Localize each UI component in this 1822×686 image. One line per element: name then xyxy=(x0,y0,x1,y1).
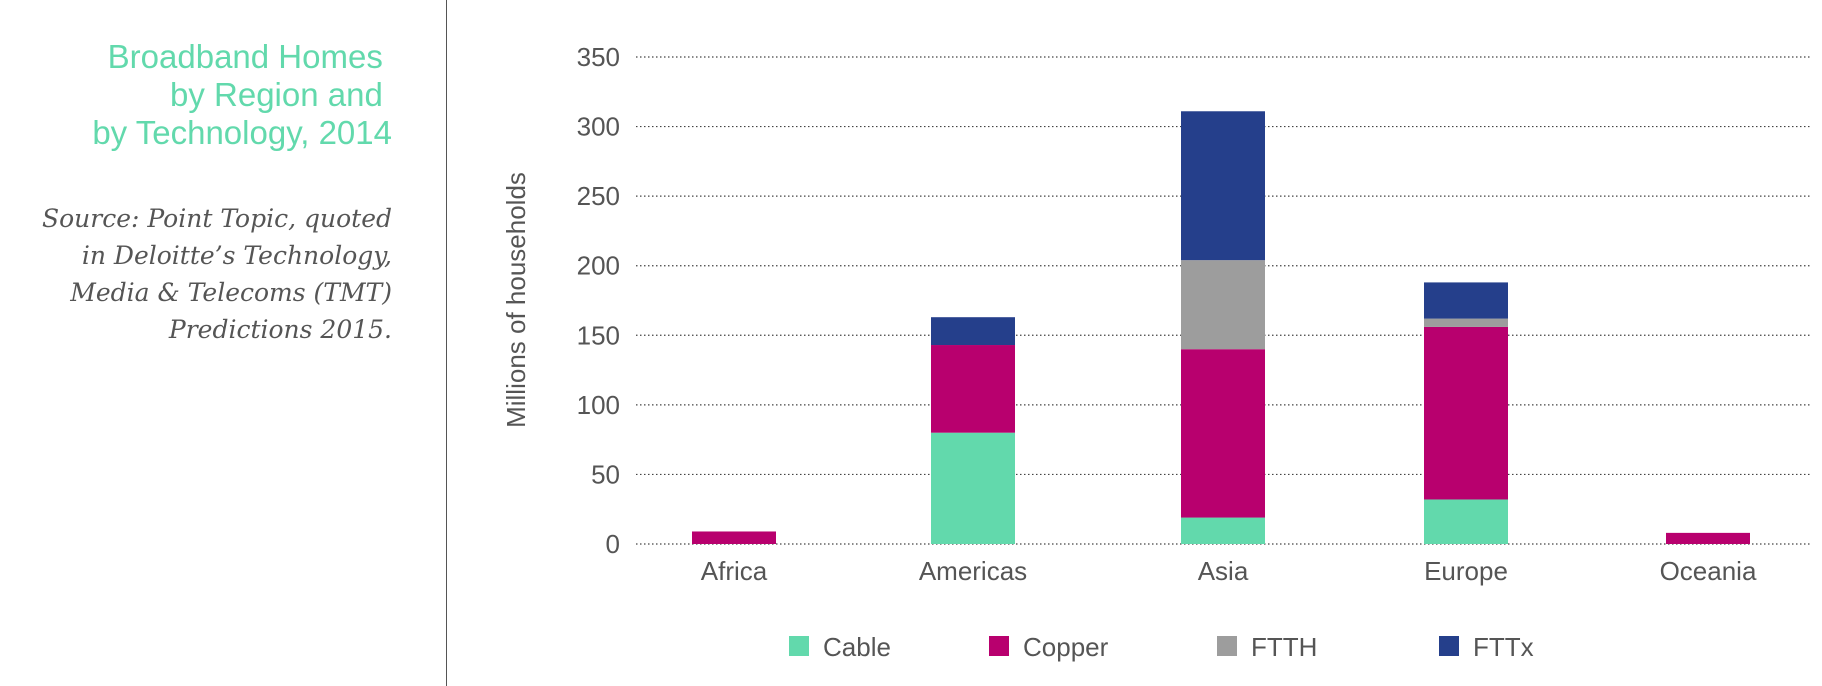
x-tick-label: Africa xyxy=(701,556,768,586)
legend-swatch xyxy=(789,636,809,656)
x-tick-label: Oceania xyxy=(1660,556,1757,586)
chart-title-line: by Technology, 2014 xyxy=(92,114,392,151)
legend-label: Cable xyxy=(823,632,891,662)
source-line: in Deloitte’s Technology, xyxy=(81,241,392,270)
bar-segment-europe-copper xyxy=(1424,326,1508,500)
chart-title-line: by Region and xyxy=(170,76,392,113)
y-tick-label: 0 xyxy=(606,529,620,559)
bar-segment-americas-copper xyxy=(931,345,1015,433)
x-axis-labels: Africa Americas Asia Europe Oceania xyxy=(701,556,1757,586)
legend-item-ftth: FTTH xyxy=(1217,632,1317,662)
source-line: Media & Telecoms (TMT) xyxy=(70,278,392,307)
source-line: Predictions 2015. xyxy=(168,315,392,344)
left-panel: Broadband Homes by Region and by Technol… xyxy=(0,0,446,686)
y-axis-ticks: 0 50 100 150 200 250 300 350 xyxy=(577,42,620,559)
chart-title: Broadband Homes by Region and by Technol… xyxy=(0,38,392,152)
legend-label: FTTx xyxy=(1473,632,1534,662)
x-tick-label: Americas xyxy=(919,556,1027,586)
bar-segment-asia-fttx xyxy=(1181,111,1265,261)
legend-item-fttx: FTTx xyxy=(1439,632,1534,662)
legend-item-cable: Cable xyxy=(789,632,891,662)
bar-segment-oceania-copper xyxy=(1666,532,1750,544)
bar-segment-europe-ftth xyxy=(1424,318,1508,327)
y-tick-label: 300 xyxy=(577,112,620,142)
legend-swatch xyxy=(989,636,1009,656)
y-tick-label: 200 xyxy=(577,251,620,281)
y-tick-label: 150 xyxy=(577,320,620,350)
y-axis-title: Millions of households xyxy=(501,172,531,428)
bar-segment-europe-fttx xyxy=(1424,282,1508,319)
legend-item-copper: Copper xyxy=(989,632,1109,662)
panel-divider xyxy=(446,0,447,686)
y-tick-label: 250 xyxy=(577,181,620,211)
chart-title-line: Broadband Homes xyxy=(107,38,392,75)
bar-segment-asia-copper xyxy=(1181,349,1265,518)
bar-segment-europe-cable xyxy=(1424,499,1508,544)
source-line: Source: Point Topic, quoted xyxy=(41,204,392,233)
y-tick-label: 50 xyxy=(591,459,620,489)
bar-segment-americas-fttx xyxy=(931,317,1015,346)
x-tick-label: Asia xyxy=(1198,556,1249,586)
legend: Cable Copper FTTH FTTx xyxy=(789,632,1534,662)
bar-segment-americas-cable xyxy=(931,432,1015,544)
bars xyxy=(692,111,1750,544)
y-tick-label: 100 xyxy=(577,390,620,420)
y-tick-label: 350 xyxy=(577,42,620,72)
legend-swatch xyxy=(1439,636,1459,656)
legend-swatch xyxy=(1217,636,1237,656)
bar-segment-africa-copper xyxy=(692,531,776,544)
legend-label: Copper xyxy=(1023,632,1109,662)
legend-label: FTTH xyxy=(1251,632,1317,662)
bar-segment-asia-cable xyxy=(1181,517,1265,544)
chart-source-note: Source: Point Topic, quoted in Deloitte’… xyxy=(0,200,392,348)
bar-segment-asia-ftth xyxy=(1181,260,1265,350)
x-tick-label: Europe xyxy=(1424,556,1508,586)
